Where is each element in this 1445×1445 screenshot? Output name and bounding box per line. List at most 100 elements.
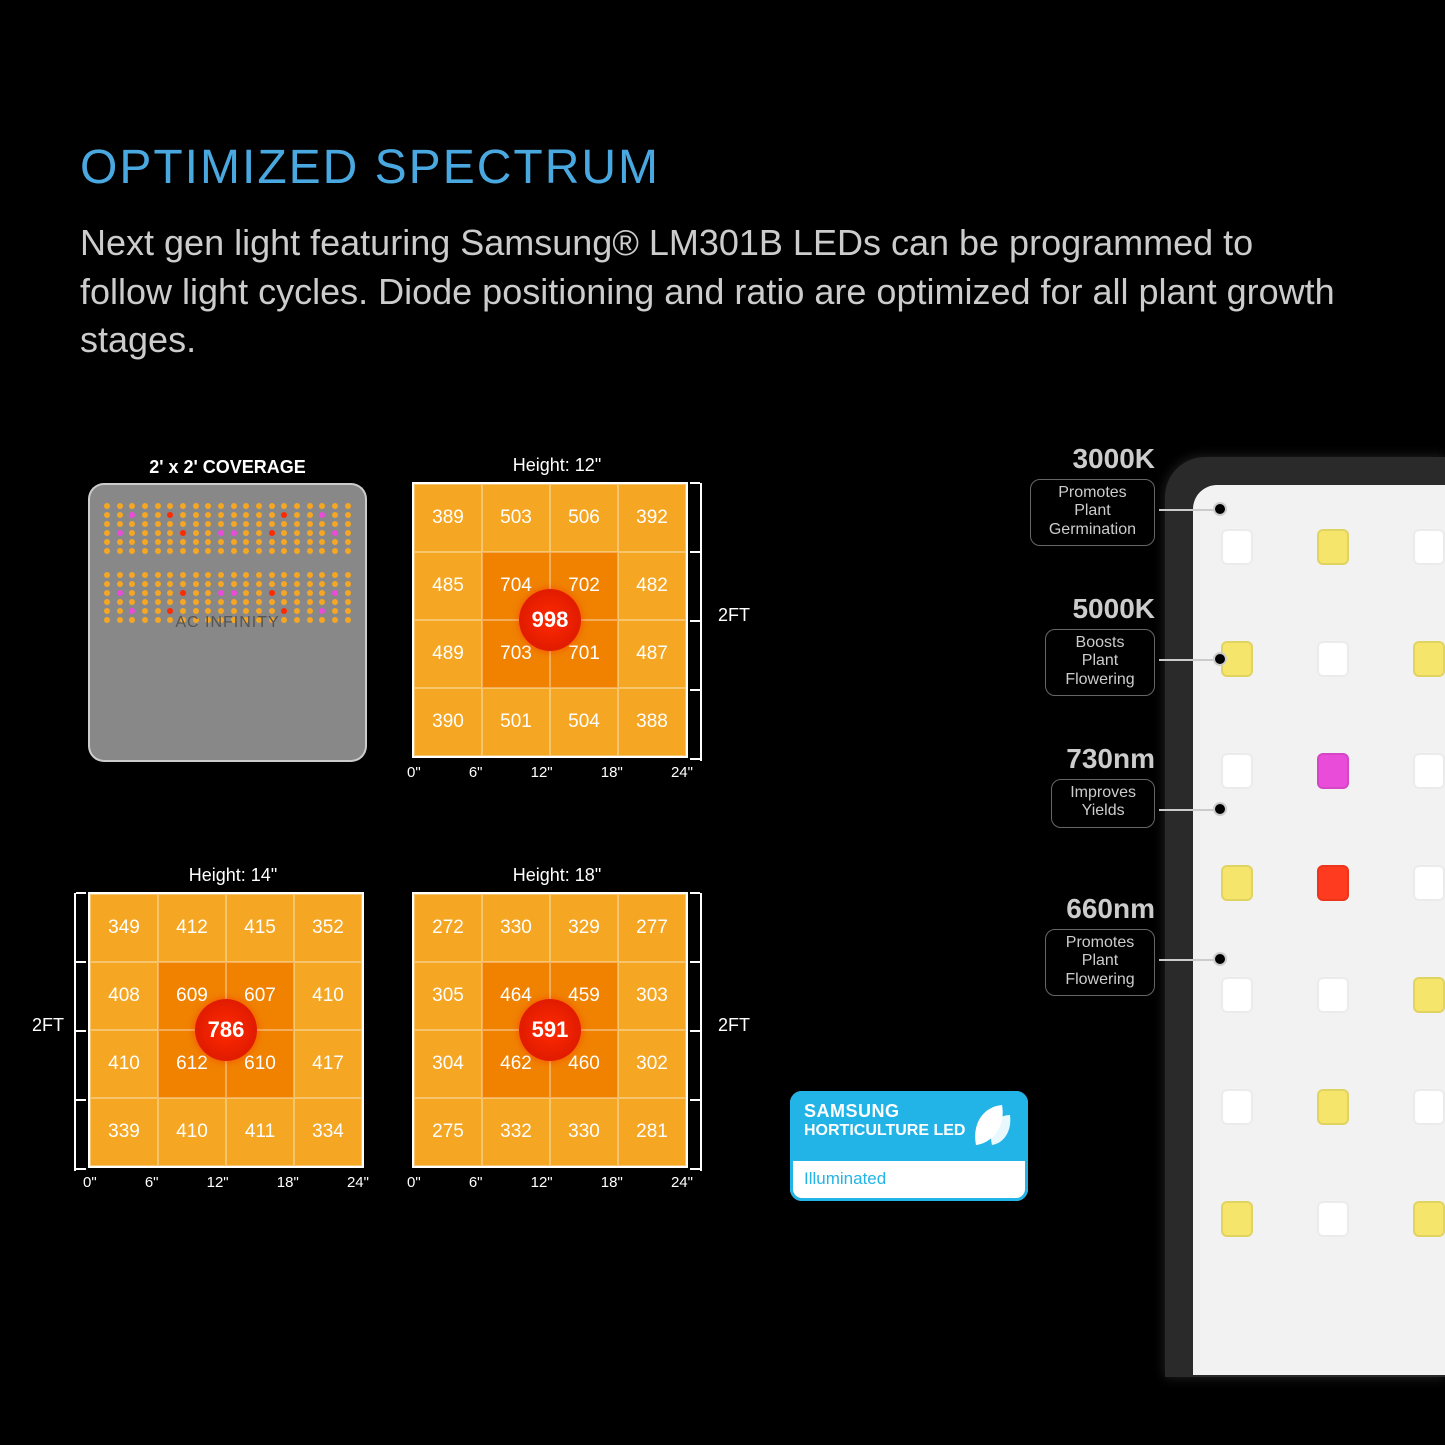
led-dot (205, 548, 211, 554)
led-dot (205, 530, 211, 536)
heatmap-cell: 504 (550, 688, 618, 756)
led-dot (294, 590, 300, 596)
led-dot (231, 503, 237, 509)
led-dot (307, 521, 313, 527)
led-dot (256, 581, 262, 587)
led-dot (319, 590, 325, 596)
led-dot (345, 548, 351, 554)
led-dot (345, 572, 351, 578)
led-dot (180, 581, 186, 587)
axis-tick-label: 12" (531, 1174, 553, 1191)
heatmap-cell: 329 (550, 894, 618, 962)
led-dot (256, 530, 262, 536)
led-dot (205, 521, 211, 527)
led-dot (269, 503, 275, 509)
led-dot (104, 581, 110, 587)
axis-tick-label: 12" (207, 1174, 229, 1191)
led-dot (231, 521, 237, 527)
heatmap-cell: 272 (414, 894, 482, 962)
spectrum-desc: Promotes PlantFlowering (1045, 929, 1155, 996)
led-dot (129, 521, 135, 527)
led-dot (155, 590, 161, 596)
heatmap-h12: Height: 12"38950350639248570470248248970… (412, 455, 702, 781)
led-dot (180, 503, 186, 509)
heatmap-title: Height: 18" (412, 865, 702, 886)
led-dot (155, 572, 161, 578)
led-dot (142, 590, 148, 596)
heatmap-cell: 417 (294, 1030, 362, 1098)
heatmap-cell: 303 (618, 962, 686, 1030)
led-dot (307, 590, 313, 596)
led-dot (332, 539, 338, 545)
led-dot (205, 581, 211, 587)
heatmap-cell: 330 (550, 1098, 618, 1166)
spectrum-desc: Boosts PlantFlowering (1045, 629, 1155, 696)
led-dot (180, 512, 186, 518)
led-chip (1413, 865, 1445, 901)
led-dot (319, 521, 325, 527)
led-dot (345, 512, 351, 518)
led-dot (104, 503, 110, 509)
led-dot (193, 521, 199, 527)
led-dot (167, 503, 173, 509)
led-dot (332, 572, 338, 578)
spectrum-desc: ImprovesYields (1051, 779, 1155, 828)
led-chip (1413, 529, 1445, 565)
led-chip (1221, 753, 1253, 789)
heatmap-cell: 392 (618, 484, 686, 552)
led-dot (155, 581, 161, 587)
spectrum-panel: 3000KPromotes PlantGermination5000KBoost… (1045, 415, 1445, 1395)
led-dot (243, 512, 249, 518)
led-chip (1317, 641, 1349, 677)
heatmap-cell: 501 (482, 688, 550, 756)
led-dot (345, 521, 351, 527)
led-board-brand: AC INFINITY (90, 614, 365, 632)
led-chip (1317, 865, 1349, 901)
led-dot (345, 539, 351, 545)
heatmap-grid: 2723303292773054644593033044624603022753… (412, 892, 688, 1168)
axis-tick-label: 0" (407, 764, 421, 781)
heatmap-center-value: 786 (195, 999, 257, 1061)
led-dot (218, 548, 224, 554)
heatmap-h18: Height: 18" 27233032927730546445930330446… (412, 865, 702, 1191)
heatmap-grid: 3494124153524086096074104106126104173394… (88, 892, 364, 1168)
led-dot (193, 590, 199, 596)
led-dot (294, 548, 300, 554)
heatmap-cell: 330 (482, 894, 550, 962)
axis-tick-label: 6" (145, 1174, 159, 1191)
led-dot (167, 599, 173, 605)
led-dot (142, 530, 148, 536)
heatmap-center-value: 591 (519, 999, 581, 1061)
led-dot (231, 530, 237, 536)
led-chip (1317, 1089, 1349, 1125)
device-body (1165, 457, 1445, 1377)
led-dot (319, 530, 325, 536)
led-dot (256, 539, 262, 545)
led-dot (319, 503, 325, 509)
axis-tick-label: 24" (347, 1174, 369, 1191)
led-dot (231, 572, 237, 578)
led-dot (129, 530, 135, 536)
led-dot (332, 521, 338, 527)
axis-tick-label: 6" (469, 1174, 483, 1191)
led-dot (205, 590, 211, 596)
led-dot (281, 599, 287, 605)
heatmap-title: Height: 12" (412, 455, 702, 476)
led-dot (218, 512, 224, 518)
led-dot (104, 548, 110, 554)
pointer-line (1159, 659, 1215, 661)
spectrum-value: 730nm (1066, 743, 1155, 775)
led-dot (117, 539, 123, 545)
led-dot (269, 530, 275, 536)
led-chip (1317, 977, 1349, 1013)
led-dot (281, 503, 287, 509)
led-dot (256, 572, 262, 578)
led-dot (142, 548, 148, 554)
led-dot (243, 503, 249, 509)
heatmap-cell: 482 (618, 552, 686, 620)
led-dot (167, 572, 173, 578)
led-dot (256, 512, 262, 518)
led-dot (117, 581, 123, 587)
led-dot (332, 548, 338, 554)
led-dot (142, 521, 148, 527)
